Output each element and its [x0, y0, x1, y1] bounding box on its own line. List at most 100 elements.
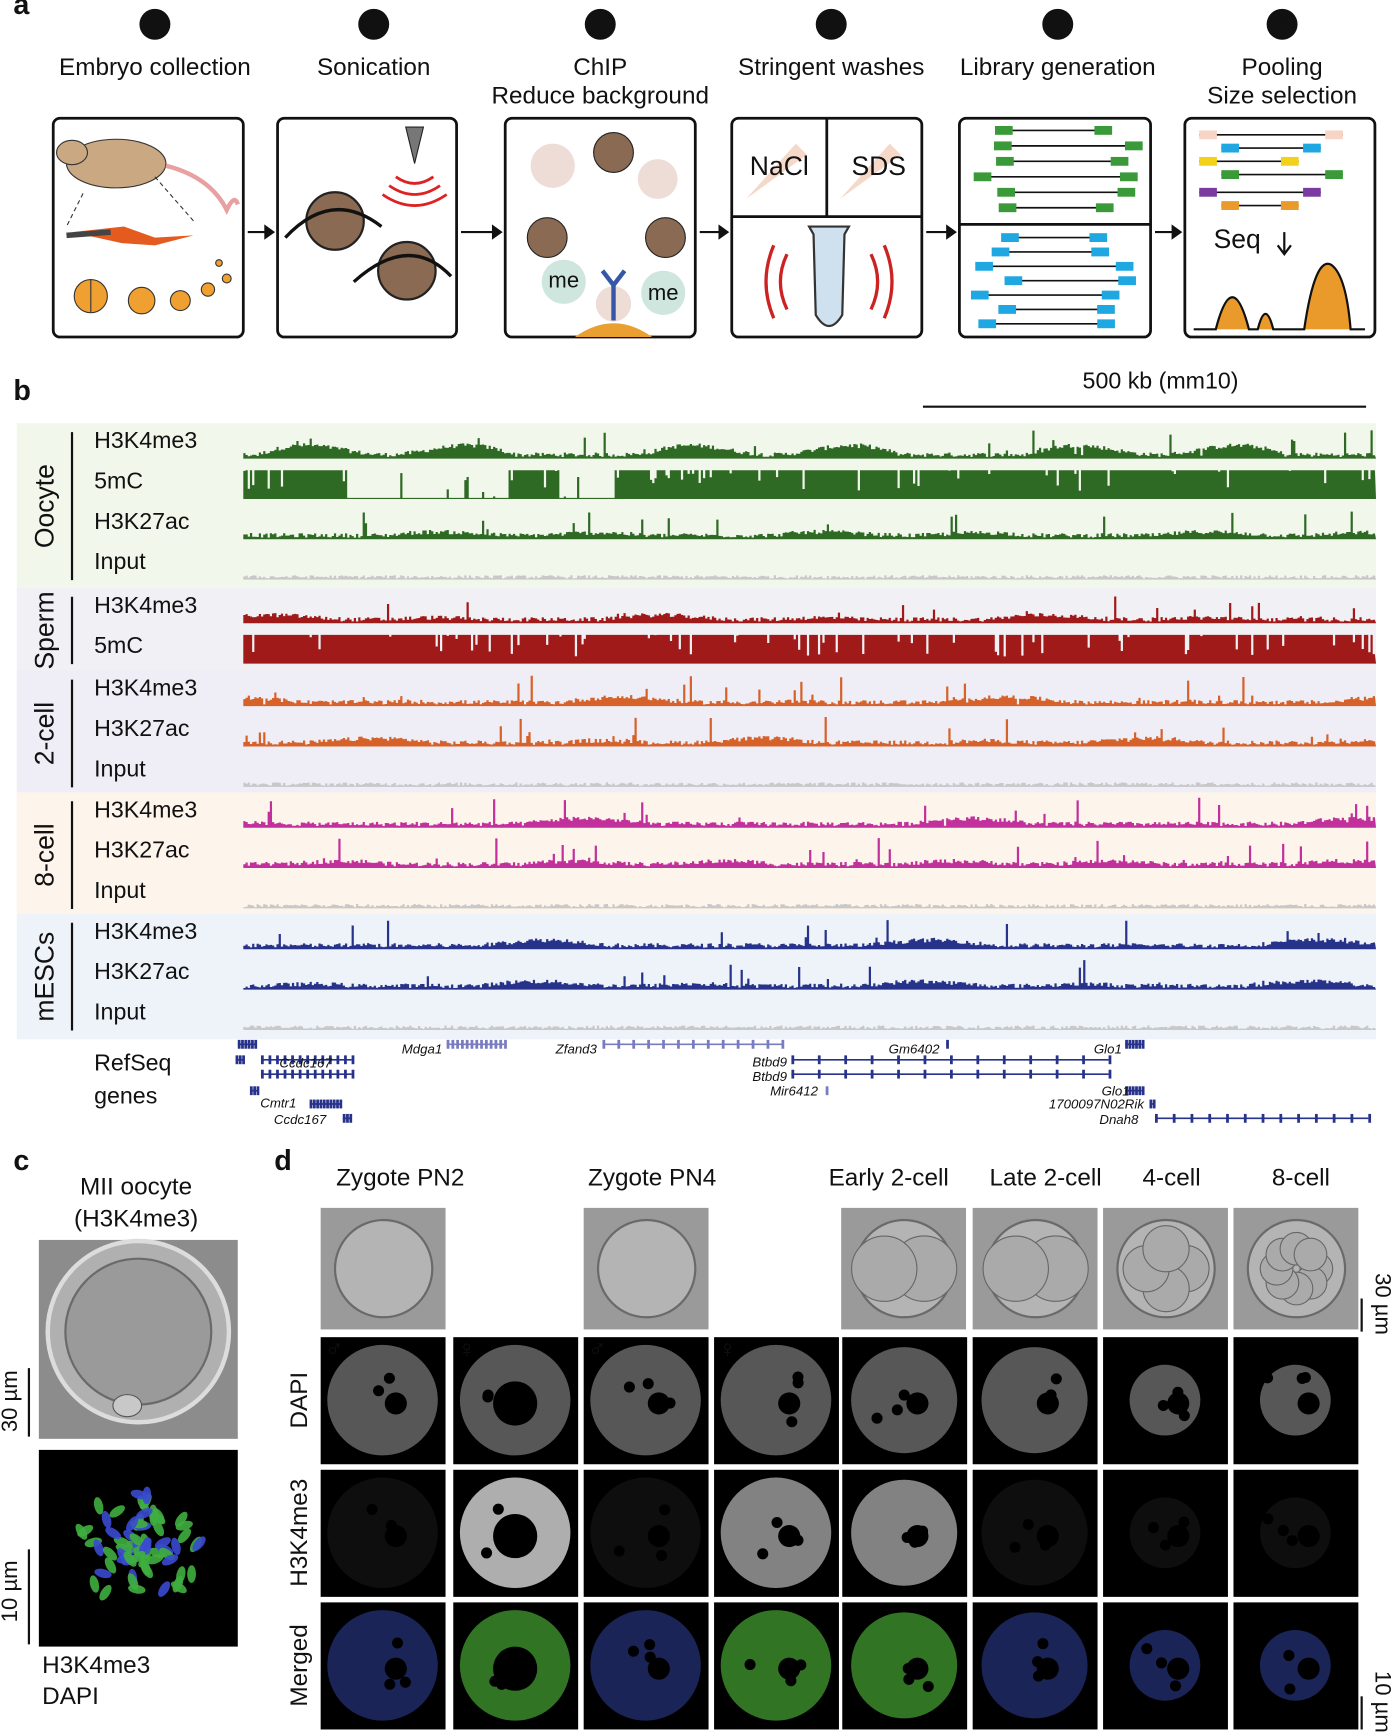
nucleolus — [792, 1371, 804, 1383]
adapter — [1325, 130, 1343, 140]
exon — [870, 1055, 874, 1065]
adapter — [1101, 290, 1120, 300]
legend-entry: H3K4me3 — [42, 1652, 150, 1679]
signal-track — [243, 920, 1377, 950]
nucleus — [327, 1477, 438, 1589]
chromosome — [104, 1557, 117, 1574]
track-label: H3K4me3 — [94, 592, 197, 618]
signal-track — [243, 675, 1377, 707]
exon — [465, 1039, 469, 1049]
track-label: H3K4me3 — [94, 675, 197, 701]
track-label: Input — [94, 755, 146, 781]
nucleolus — [1050, 1373, 1062, 1385]
exon — [344, 1055, 347, 1065]
signal-track — [243, 716, 1377, 747]
scale-label: 30 µm — [0, 1370, 22, 1432]
nucleolus — [906, 1392, 929, 1415]
exon — [677, 1039, 680, 1049]
nucleolus — [778, 1657, 801, 1680]
scale-label: 10 µm — [0, 1560, 22, 1622]
row-label: Merged — [286, 1624, 313, 1706]
exon — [632, 1039, 636, 1049]
chromosome — [126, 1516, 139, 1532]
chromosome — [152, 1519, 165, 1537]
step-badge — [815, 8, 847, 40]
step-boxes — [51, 116, 1377, 339]
panel-label: a — [13, 0, 30, 21]
exon — [950, 1069, 953, 1079]
group-label: 8-cell — [30, 823, 60, 886]
chromosome — [192, 1536, 206, 1552]
title: (H3K4me3) — [74, 1205, 198, 1232]
nucleolus — [1156, 1657, 1168, 1669]
gene-name: Glo1 — [1094, 1041, 1122, 1056]
exon — [470, 1039, 474, 1049]
exon — [456, 1039, 459, 1049]
exon — [976, 1055, 980, 1065]
track-label: H3K4me3 — [94, 427, 197, 453]
adapter — [998, 203, 1017, 213]
adapter — [1118, 276, 1136, 286]
chromosome — [101, 1510, 112, 1529]
stage-label: Early 2-cell — [829, 1165, 949, 1192]
panel-b: b 500 kb (mm10) RefSeq genes Oocyte H3K4m… — [13, 367, 1377, 1127]
step-number: 1 — [149, 14, 160, 36]
gene-name: Btbd9 — [752, 1055, 787, 1070]
exon — [484, 1039, 488, 1049]
exon — [736, 1039, 740, 1049]
exon — [321, 1055, 325, 1065]
gene-name: Ccdc167 — [274, 1112, 327, 1127]
adapter — [1097, 319, 1115, 329]
group-background — [16, 913, 1377, 1040]
nucleolus — [482, 1389, 494, 1401]
nucleolus — [1169, 1680, 1182, 1692]
blastomere — [1293, 1237, 1328, 1272]
nucleolus — [391, 1637, 404, 1649]
signal-track — [243, 634, 1377, 664]
nucleolus — [393, 1528, 405, 1540]
adapter — [1120, 172, 1138, 182]
exon — [254, 1039, 258, 1049]
panel-label: c — [13, 1145, 29, 1177]
exon — [923, 1055, 927, 1065]
chromosome — [172, 1575, 184, 1593]
exon — [276, 1069, 279, 1079]
step-label: Sonication — [317, 54, 430, 81]
exon — [976, 1069, 980, 1079]
signal-track — [243, 903, 1377, 909]
nucleolus — [795, 1659, 807, 1671]
exon — [249, 1086, 253, 1096]
nucleolus — [1284, 1683, 1296, 1695]
nucleolus — [1032, 1656, 1044, 1668]
chromosome — [93, 1539, 104, 1557]
exon — [283, 1055, 287, 1065]
chromosome — [146, 1554, 164, 1565]
exon — [256, 1086, 260, 1096]
exon — [602, 1039, 606, 1049]
exon — [475, 1039, 479, 1049]
adapter — [1001, 233, 1019, 243]
embryo — [333, 1218, 434, 1319]
adapter — [1124, 141, 1143, 151]
step-arrows — [247, 224, 1183, 240]
signal-track — [243, 470, 1377, 499]
adapter — [1303, 143, 1321, 153]
nucleolus — [1167, 1657, 1190, 1680]
wash-label: NaCl — [750, 151, 809, 181]
nucleolus — [647, 1525, 670, 1548]
exon — [244, 1039, 248, 1049]
genes-label: RefSeq — [94, 1049, 171, 1075]
chromosome — [142, 1537, 152, 1555]
nucleolus — [1032, 1670, 1045, 1682]
adapter — [1280, 201, 1299, 210]
nucleolus — [512, 1407, 524, 1419]
exon — [336, 1069, 340, 1079]
nucleolus — [613, 1545, 625, 1557]
exon — [1082, 1055, 1085, 1065]
chromosome — [140, 1558, 151, 1576]
exon — [328, 1055, 332, 1065]
chromosome — [187, 1565, 196, 1583]
nucleolus — [664, 1397, 676, 1409]
adapter — [1091, 247, 1109, 257]
